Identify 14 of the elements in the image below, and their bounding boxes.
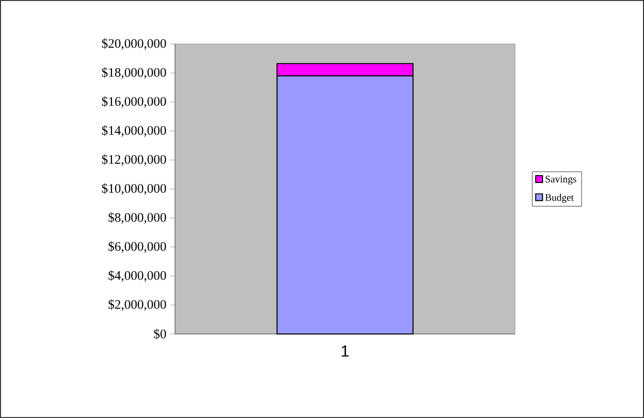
y-tick-label: $2,000,000 bbox=[108, 299, 166, 311]
legend-label: Budget bbox=[545, 194, 574, 203]
x-tick-label: 1 bbox=[342, 346, 349, 357]
y-tick-label: $16,000,000 bbox=[102, 96, 166, 108]
y-tick-label: $20,000,000 bbox=[102, 38, 166, 50]
y-tick-label: $8,000,000 bbox=[108, 212, 166, 224]
y-tick-label: $10,000,000 bbox=[102, 183, 166, 195]
legend-label: Savings bbox=[546, 176, 576, 185]
y-tick-label: $6,000,000 bbox=[108, 241, 166, 253]
y-tick-label: $14,000,000 bbox=[102, 125, 166, 137]
y-tick-label: $0 bbox=[154, 328, 166, 340]
y-tick-label: $18,000,000 bbox=[102, 67, 166, 79]
y-tick-label: $12,000,000 bbox=[102, 154, 166, 166]
y-tick-label: $4,000,000 bbox=[108, 270, 166, 282]
